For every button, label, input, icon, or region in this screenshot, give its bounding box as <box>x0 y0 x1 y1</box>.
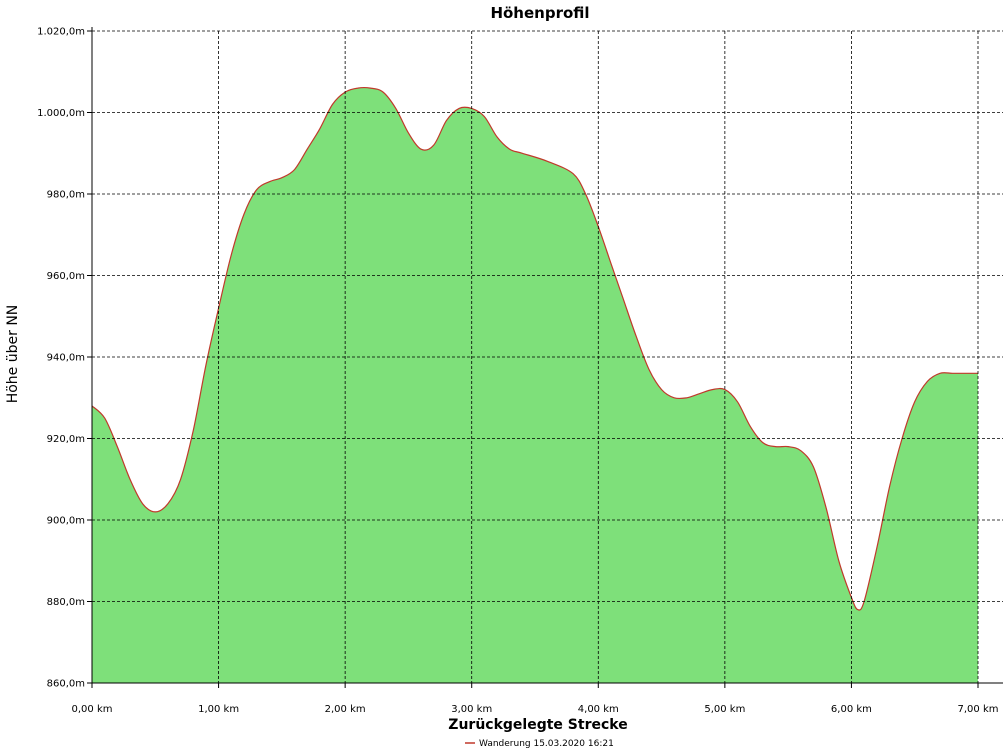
x-axis-label: Zurückgelegte Strecke <box>448 717 627 733</box>
legend-entry: Wanderung 15.03.2020 16:21 <box>479 739 614 749</box>
y-axis-label: Höhe über NN <box>5 305 21 404</box>
x-tick-label: 4,00 km <box>578 704 619 715</box>
x-tick-label: 0,00 km <box>72 704 113 715</box>
y-tick-label: 920,0m <box>47 434 85 445</box>
axes: 860,0m 880,0m 900,0m 920,0m 940,0m 960,0m 980,… <box>37 27 1003 715</box>
y-tick-label: 900,0m <box>47 516 85 527</box>
y-tick-label: 1.020,0m <box>37 27 85 38</box>
plot-area <box>91 30 1003 684</box>
elevation-line <box>91 86 978 611</box>
x-tick-label: 1,00 km <box>198 704 239 715</box>
x-tick-label: 5,00 km <box>704 704 745 715</box>
y-tick-label: 880,0m <box>47 597 85 608</box>
x-tick-label: 7,00 km <box>958 704 999 715</box>
y-tick-label: 1.000,0m <box>37 108 85 119</box>
y-tick-label: 860,0m <box>47 679 85 690</box>
y-tick-label: 980,0m <box>47 190 85 201</box>
elevation-area <box>92 87 978 683</box>
legend: Wanderung 15.03.2020 16:21 <box>465 739 614 749</box>
y-tick-label: 960,0m <box>47 271 85 282</box>
x-tick-label: 6,00 km <box>831 704 872 715</box>
chart-title: Höhenprofil <box>490 4 589 22</box>
y-tick-label: 940,0m <box>47 353 85 364</box>
x-tick-label: 3,00 km <box>451 704 492 715</box>
x-tick-label: 2,00 km <box>325 704 366 715</box>
